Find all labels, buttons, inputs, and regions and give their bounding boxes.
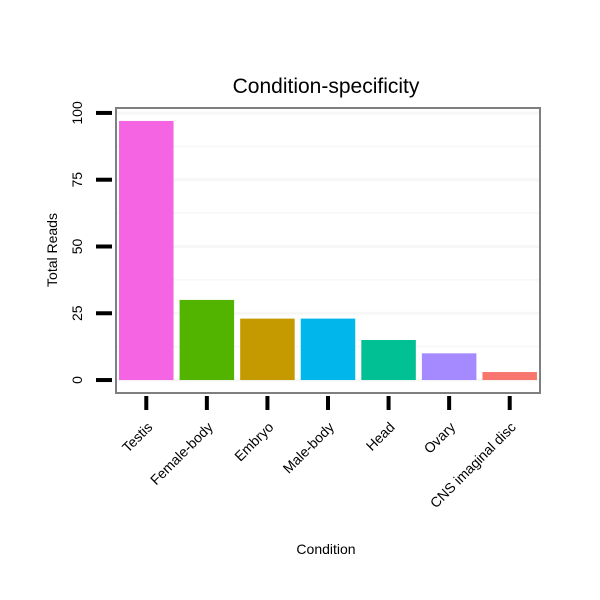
x-axis-title: Condition — [296, 541, 355, 557]
bar-female-body — [179, 299, 235, 381]
y-axis: 0 25 50 75 100 — [69, 101, 112, 384]
grid-lines — [116, 111, 540, 382]
bar-ovary — [421, 353, 477, 381]
bar-cns-imaginal-disc — [482, 372, 537, 381]
y-tick-label: 50 — [69, 238, 85, 254]
bars — [119, 120, 537, 381]
y-tick-label: 0 — [69, 376, 85, 384]
chart-title: Condition-specificity — [233, 75, 420, 98]
plot-panel-border — [115, 107, 541, 394]
bar-head — [361, 339, 416, 381]
bar-male-body — [300, 318, 356, 381]
y-tick-label: 75 — [69, 172, 85, 188]
bar-testis — [119, 120, 174, 381]
bar-embryo — [240, 318, 295, 381]
y-tick-label: 100 — [69, 101, 85, 125]
y-axis-title: Total Reads — [44, 213, 60, 287]
y-tick-label: 25 — [69, 305, 85, 321]
